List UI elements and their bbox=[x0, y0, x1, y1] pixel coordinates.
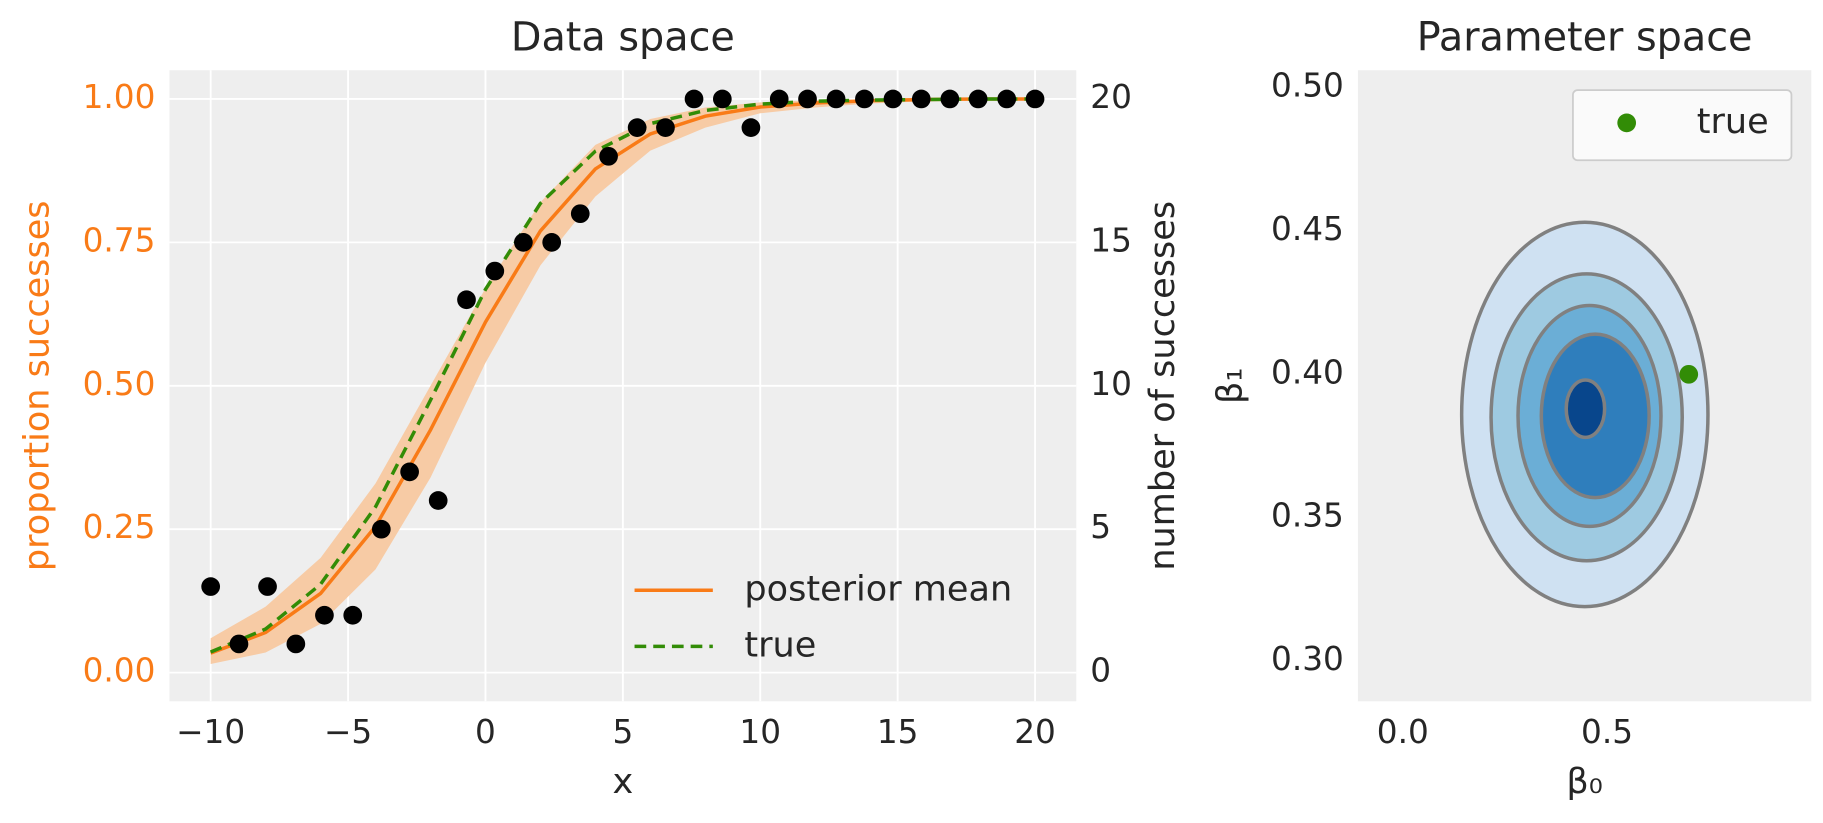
x-axis-label: x bbox=[612, 761, 633, 802]
chart-title: Data space bbox=[511, 14, 735, 60]
y2-tick-label: 15 bbox=[1090, 221, 1132, 259]
data-point bbox=[627, 118, 647, 137]
true-point bbox=[1679, 364, 1699, 384]
y-tick-label: 0.50 bbox=[83, 365, 156, 403]
data-point bbox=[258, 577, 277, 596]
data-point bbox=[769, 89, 789, 109]
data-point bbox=[741, 118, 761, 137]
y-tick-label: 0.25 bbox=[83, 508, 156, 546]
legend-swatch bbox=[1617, 113, 1637, 133]
y-tick-label: 0.50 bbox=[1271, 66, 1344, 104]
data-point bbox=[599, 146, 618, 166]
data-point bbox=[883, 89, 903, 109]
y-axis-label: proportion successes bbox=[17, 200, 58, 571]
kde-contour bbox=[1564, 378, 1607, 440]
data-point bbox=[997, 89, 1017, 109]
data-point bbox=[485, 261, 505, 281]
x-tick-label: 20 bbox=[1014, 713, 1056, 751]
y-tick-label: 0.40 bbox=[1271, 353, 1344, 391]
data-point bbox=[457, 290, 476, 310]
plot-area bbox=[201, 89, 1045, 665]
data-point bbox=[940, 89, 960, 109]
x-tick-label: 0 bbox=[475, 713, 496, 751]
x-tick-label: 5 bbox=[612, 713, 633, 751]
plot-area bbox=[1459, 220, 1710, 609]
data-point bbox=[911, 89, 931, 109]
data-point bbox=[286, 634, 306, 654]
legend-label: posterior mean bbox=[744, 568, 1012, 609]
x-tick-label: 0.5 bbox=[1581, 713, 1633, 751]
y-axis-label: β₁ bbox=[1210, 368, 1251, 404]
y2-axis-label: number of successes bbox=[1142, 201, 1183, 571]
data-point bbox=[400, 462, 419, 482]
legend-label: true bbox=[1697, 101, 1769, 142]
data-point bbox=[656, 118, 675, 137]
y-tick-label: 1.00 bbox=[83, 78, 156, 116]
y-tick-label: 0.75 bbox=[83, 221, 156, 259]
data-point bbox=[542, 233, 562, 252]
legend-frame bbox=[1572, 89, 1793, 162]
x-tick-label: 0.0 bbox=[1377, 713, 1429, 751]
x-tick-label: 10 bbox=[739, 713, 781, 751]
data-point bbox=[968, 89, 988, 109]
data-point bbox=[712, 89, 732, 109]
data-point bbox=[1025, 89, 1045, 109]
chart-title: Parameter space bbox=[1417, 14, 1753, 60]
data-point bbox=[826, 89, 846, 109]
data-point bbox=[514, 233, 533, 252]
data-point bbox=[371, 519, 391, 539]
data-point bbox=[229, 634, 249, 654]
data-point bbox=[201, 577, 221, 596]
y2-tick-label: 0 bbox=[1090, 652, 1111, 690]
data-point bbox=[428, 491, 448, 510]
x-axis-label: β₀ bbox=[1566, 761, 1602, 802]
data-point bbox=[570, 204, 590, 224]
x-tick-label: −5 bbox=[324, 713, 372, 751]
x-tick-label: −10 bbox=[176, 713, 245, 751]
legend-label: true bbox=[744, 624, 816, 665]
data-point bbox=[315, 605, 334, 625]
y-tick-label: 0.30 bbox=[1271, 640, 1344, 678]
data-point bbox=[855, 89, 874, 109]
data-point bbox=[798, 89, 817, 109]
y-tick-label: 0.45 bbox=[1271, 210, 1344, 248]
y2-tick-label: 5 bbox=[1090, 508, 1111, 546]
y-tick-label: 0.00 bbox=[83, 652, 156, 690]
y2-tick-label: 20 bbox=[1090, 78, 1132, 116]
y2-tick-label: 10 bbox=[1090, 365, 1132, 403]
y-tick-label: 0.35 bbox=[1271, 497, 1344, 535]
x-tick-label: 15 bbox=[877, 713, 919, 751]
data-point bbox=[684, 89, 704, 109]
data-point bbox=[343, 605, 363, 625]
